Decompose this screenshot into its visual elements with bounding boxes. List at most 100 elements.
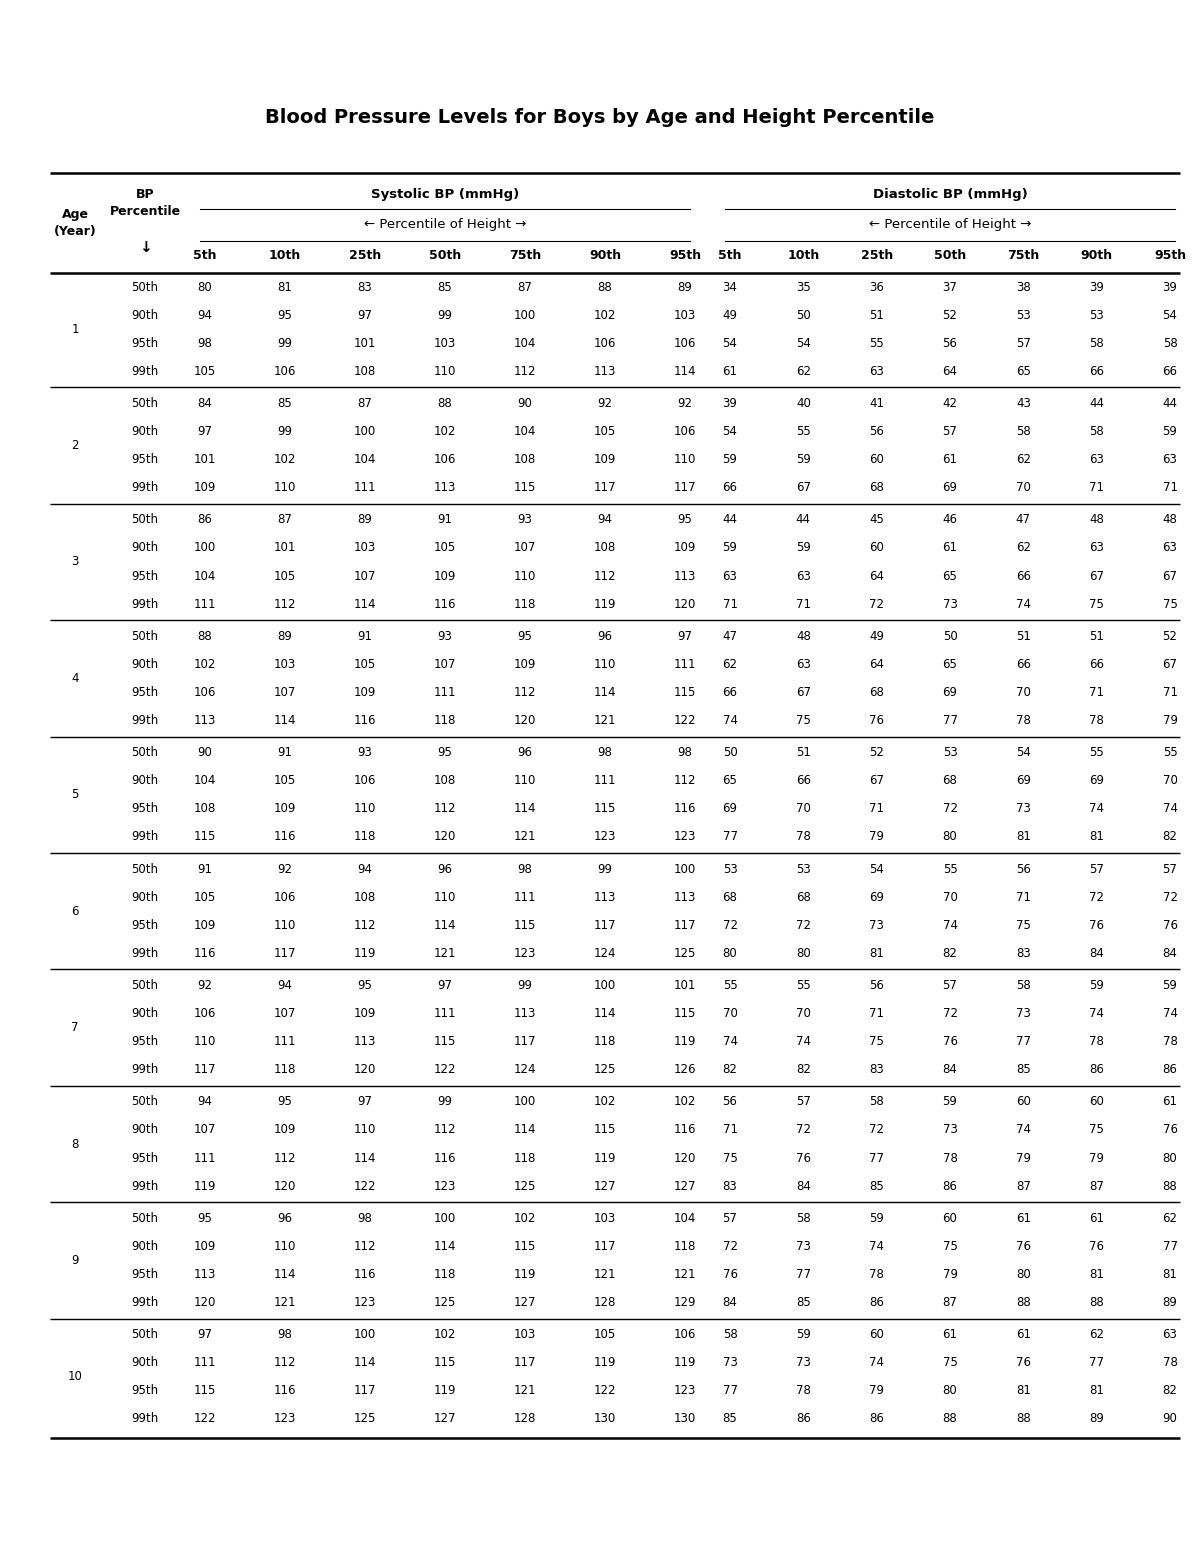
Text: 50th: 50th <box>132 631 158 643</box>
Text: 37: 37 <box>942 281 958 294</box>
Text: 95th: 95th <box>132 1152 158 1165</box>
Text: 78: 78 <box>1163 1356 1177 1370</box>
Text: 113: 113 <box>434 481 456 494</box>
Text: 57: 57 <box>1163 862 1177 876</box>
Text: 84: 84 <box>1090 947 1104 960</box>
Text: 86: 86 <box>869 1412 884 1426</box>
Text: 105: 105 <box>434 542 456 554</box>
Text: 110: 110 <box>434 891 456 904</box>
Text: 59: 59 <box>1163 426 1177 438</box>
Text: 74: 74 <box>722 1036 738 1048</box>
Text: 75: 75 <box>796 714 811 727</box>
Text: 114: 114 <box>433 1239 456 1253</box>
Text: 66: 66 <box>722 686 738 699</box>
Text: 103: 103 <box>354 542 376 554</box>
Text: 119: 119 <box>673 1036 696 1048</box>
Text: Diastolic BP (mmHg): Diastolic BP (mmHg) <box>872 188 1027 202</box>
Text: 56: 56 <box>1016 862 1031 876</box>
Text: 48: 48 <box>1090 514 1104 526</box>
Text: 114: 114 <box>274 1267 296 1281</box>
Text: 94: 94 <box>277 978 293 992</box>
Text: 109: 109 <box>354 686 376 699</box>
Text: 85: 85 <box>796 1297 811 1309</box>
Text: 108: 108 <box>434 775 456 787</box>
Text: 79: 79 <box>1016 1152 1031 1165</box>
Text: 71: 71 <box>869 1006 884 1020</box>
Text: 121: 121 <box>274 1297 296 1309</box>
Text: ← Percentile of Height →: ← Percentile of Height → <box>869 219 1031 231</box>
Text: 53: 53 <box>796 862 811 876</box>
Text: 75th: 75th <box>509 250 541 262</box>
Text: 110: 110 <box>594 658 616 671</box>
Text: 120: 120 <box>274 1180 296 1193</box>
Text: 79: 79 <box>869 831 884 843</box>
Text: 92: 92 <box>598 398 612 410</box>
Text: 111: 111 <box>354 481 377 494</box>
Text: 104: 104 <box>514 337 536 349</box>
Text: 102: 102 <box>594 309 616 321</box>
Text: 105: 105 <box>274 775 296 787</box>
Text: 111: 111 <box>193 1152 216 1165</box>
Text: 104: 104 <box>674 1211 696 1225</box>
Text: 77: 77 <box>722 831 738 843</box>
Text: 90th: 90th <box>132 891 158 904</box>
Text: 87: 87 <box>358 398 372 410</box>
Text: 89: 89 <box>1163 1297 1177 1309</box>
Text: 42: 42 <box>942 398 958 410</box>
Text: 91: 91 <box>198 862 212 876</box>
Text: 121: 121 <box>514 1384 536 1398</box>
Text: 59: 59 <box>722 453 738 466</box>
Text: 103: 103 <box>594 1211 616 1225</box>
Text: 95: 95 <box>438 745 452 759</box>
Text: 95th: 95th <box>132 337 158 349</box>
Text: 8: 8 <box>71 1137 79 1151</box>
Text: 87: 87 <box>1090 1180 1104 1193</box>
Text: 112: 112 <box>354 1239 377 1253</box>
Text: 81: 81 <box>1163 1267 1177 1281</box>
Text: 115: 115 <box>434 1036 456 1048</box>
Text: 111: 111 <box>433 686 456 699</box>
Text: 52: 52 <box>942 309 958 321</box>
Text: 56: 56 <box>722 1095 738 1109</box>
Text: 60: 60 <box>869 542 884 554</box>
Text: 69: 69 <box>942 686 958 699</box>
Text: 106: 106 <box>194 1006 216 1020</box>
Text: 55: 55 <box>796 426 811 438</box>
Text: 59: 59 <box>942 1095 958 1109</box>
Text: 61: 61 <box>942 1328 958 1342</box>
Text: 113: 113 <box>514 1006 536 1020</box>
Text: 99th: 99th <box>131 947 158 960</box>
Text: 105: 105 <box>194 365 216 377</box>
Text: 50th: 50th <box>132 398 158 410</box>
Text: 9: 9 <box>71 1253 79 1267</box>
Text: 77: 77 <box>942 714 958 727</box>
Text: 10th: 10th <box>269 250 301 262</box>
Text: 62: 62 <box>1090 1328 1104 1342</box>
Text: 120: 120 <box>674 598 696 610</box>
Text: 92: 92 <box>277 862 293 876</box>
Text: 59: 59 <box>722 542 738 554</box>
Text: 51: 51 <box>869 309 884 321</box>
Text: ← Percentile of Height →: ← Percentile of Height → <box>364 219 526 231</box>
Text: 86: 86 <box>198 514 212 526</box>
Text: 58: 58 <box>1163 337 1177 349</box>
Text: 110: 110 <box>274 1239 296 1253</box>
Text: 62: 62 <box>1016 542 1031 554</box>
Text: 119: 119 <box>193 1180 216 1193</box>
Text: 61: 61 <box>722 365 738 377</box>
Text: 121: 121 <box>433 947 456 960</box>
Text: 130: 130 <box>674 1412 696 1426</box>
Text: 95th: 95th <box>132 686 158 699</box>
Text: 104: 104 <box>194 570 216 582</box>
Text: 83: 83 <box>358 281 372 294</box>
Text: 90th: 90th <box>132 1006 158 1020</box>
Text: 125: 125 <box>354 1412 376 1426</box>
Text: 95: 95 <box>198 1211 212 1225</box>
Text: 60: 60 <box>1016 1095 1031 1109</box>
Text: 61: 61 <box>942 542 958 554</box>
Text: 112: 112 <box>274 598 296 610</box>
Text: 112: 112 <box>673 775 696 787</box>
Text: 70: 70 <box>1016 686 1031 699</box>
Text: 111: 111 <box>193 1356 216 1370</box>
Text: 95: 95 <box>678 514 692 526</box>
